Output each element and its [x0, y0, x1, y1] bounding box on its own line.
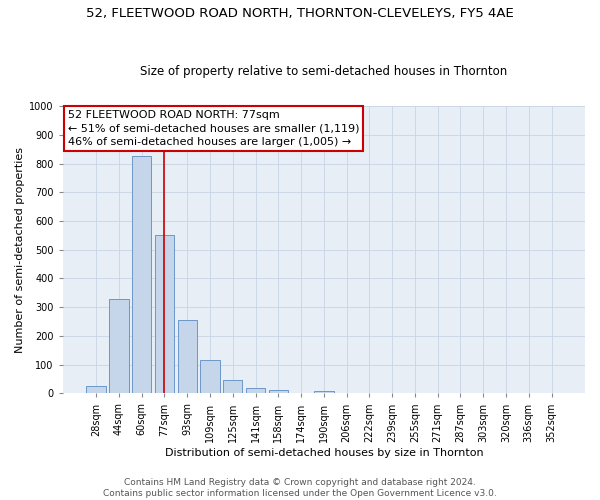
Bar	[132, 156, 151, 394]
Bar	[223, 380, 242, 394]
Text: 52, FLEETWOOD ROAD NORTH, THORNTON-CLEVELEYS, FY5 4AE: 52, FLEETWOOD ROAD NORTH, THORNTON-CLEVE…	[86, 8, 514, 20]
Bar	[109, 298, 128, 394]
Text: 52 FLEETWOOD ROAD NORTH: 77sqm
← 51% of semi-detached houses are smaller (1,119): 52 FLEETWOOD ROAD NORTH: 77sqm ← 51% of …	[68, 110, 359, 147]
Y-axis label: Number of semi-detached properties: Number of semi-detached properties	[15, 146, 25, 352]
X-axis label: Distribution of semi-detached houses by size in Thornton: Distribution of semi-detached houses by …	[164, 448, 483, 458]
Bar	[246, 388, 265, 394]
Bar	[178, 320, 197, 394]
Bar	[86, 386, 106, 394]
Bar	[269, 390, 288, 394]
Bar	[200, 360, 220, 394]
Text: Contains HM Land Registry data © Crown copyright and database right 2024.
Contai: Contains HM Land Registry data © Crown c…	[103, 478, 497, 498]
Bar	[155, 236, 174, 394]
Bar	[314, 391, 334, 394]
Title: Size of property relative to semi-detached houses in Thornton: Size of property relative to semi-detach…	[140, 66, 508, 78]
